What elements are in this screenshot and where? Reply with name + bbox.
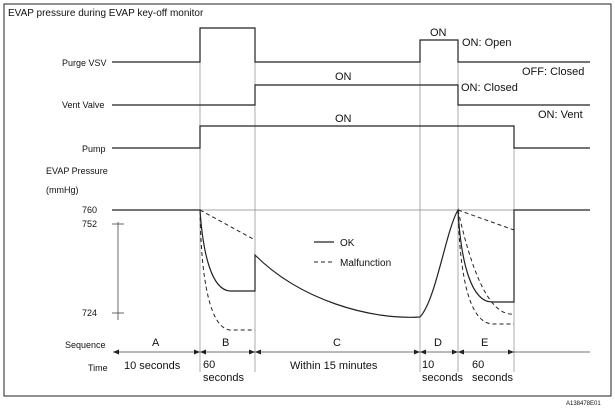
sequence-letter-a: A: [152, 337, 160, 349]
curve-legend: OK Malfunction: [314, 238, 391, 269]
time-c: Within 15 minutes: [290, 360, 378, 372]
vent-valve-trace: [112, 84, 590, 106]
time-a: 10 seconds: [124, 360, 181, 372]
evap-unit-label: (mmHg): [46, 185, 79, 195]
purge-vsv-trace: [112, 27, 590, 63]
purge-vsv-label: Purge VSV: [62, 58, 107, 68]
time-e: 60 seconds: [472, 359, 513, 384]
legend-malfunction-label: Malfunction: [340, 258, 391, 269]
evap-ok-curve: [112, 208, 590, 318]
vent-valve-label: Vent Valve: [62, 100, 104, 110]
evap-pressure-label: EVAP Pressure: [46, 166, 108, 176]
pressure-tick-724: 724: [82, 308, 97, 318]
purge-on-open-annotation: ON: Open: [462, 37, 512, 49]
sequence-letter-c: C: [333, 337, 341, 349]
pressure-axis: 760 752 724: [82, 205, 124, 320]
purge-off-closed-annotation: OFF: Closed: [522, 66, 584, 78]
vent-on-closed-annotation: ON: Closed: [461, 82, 518, 94]
legend-ok-label: OK: [340, 238, 355, 249]
sequence-label: Sequence: [65, 340, 106, 350]
phase-boundaries: [199, 28, 515, 372]
vent-on-annotation: ON: [335, 71, 352, 83]
pump-on-vent-annotation: ON: Vent: [538, 109, 583, 121]
pump-on-annotation: ON: [335, 113, 352, 125]
purge-on-annotation: ON: [430, 27, 447, 39]
pressure-tick-760: 760: [82, 205, 97, 215]
sequence-letter-d: D: [434, 337, 442, 349]
evap-malfunction-curve: [199, 209, 515, 331]
pump-trace: [112, 125, 590, 149]
figure-id: A138478E01: [566, 401, 601, 407]
time-label: Time: [88, 363, 108, 373]
pressure-tick-752: 752: [82, 219, 97, 229]
time-arrows: [113, 349, 590, 355]
time-b: 60 seconds: [203, 359, 244, 384]
pump-label: Pump: [82, 144, 106, 154]
sequence-letter-b: B: [222, 337, 229, 349]
diagram-frame: [3, 3, 612, 397]
sequence-letter-e: E: [481, 337, 488, 349]
time-d: 10 seconds: [422, 359, 463, 384]
diagram-title: EVAP pressure during EVAP key-off monito…: [8, 8, 204, 19]
